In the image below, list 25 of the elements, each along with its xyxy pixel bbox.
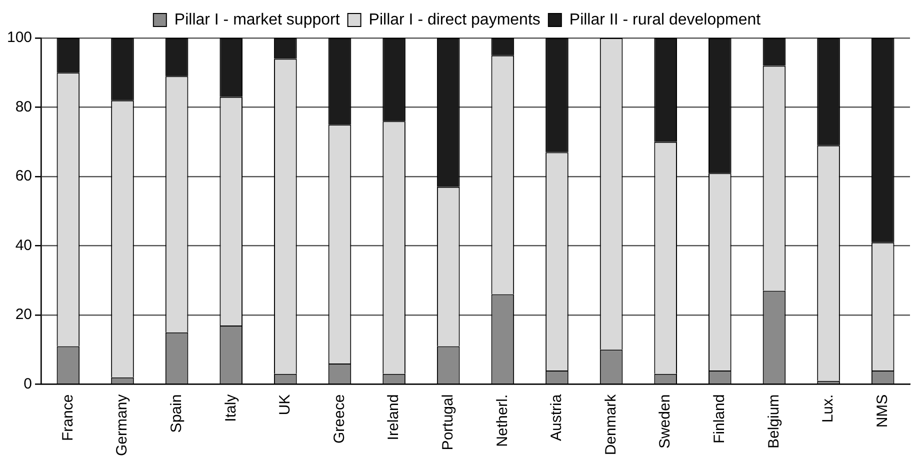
y-tick-label: 80 <box>15 98 32 116</box>
x-tick-label: Portugal <box>440 394 456 450</box>
x-tick-label: Greece <box>330 394 348 444</box>
legend-label: Pillar II - rural development <box>569 11 762 28</box>
y-tick-label: 40 <box>15 236 32 254</box>
y-tick-label: 0 <box>24 375 32 392</box>
x-tick-label: Lux. <box>820 394 837 423</box>
x-tick-label: Ireland <box>385 394 402 440</box>
x-tick-label: NMS <box>874 394 891 428</box>
legend-label: Pillar I - market support <box>174 11 340 28</box>
x-tick-label: Belgium <box>765 394 782 449</box>
x-tick-label: Denmark <box>602 394 620 456</box>
legend-label: Pillar I - direct payments <box>368 11 540 28</box>
x-tick-label: Sweden <box>656 394 674 449</box>
x-tick-label: Spain <box>168 394 185 433</box>
y-tick-label: 60 <box>15 168 32 185</box>
y-tick-label: 20 <box>15 306 32 324</box>
x-tick-label: France <box>59 394 76 442</box>
y-tick-label: 100 <box>6 29 32 46</box>
x-tick-label: Germany <box>114 394 131 456</box>
x-tick-label: UK <box>276 394 294 416</box>
x-tick-label: Austria <box>548 394 566 442</box>
x-tick-label: Italy <box>222 394 240 422</box>
x-tick-label: Finland <box>711 394 728 444</box>
x-tick-label: Netherl. <box>494 394 511 447</box>
